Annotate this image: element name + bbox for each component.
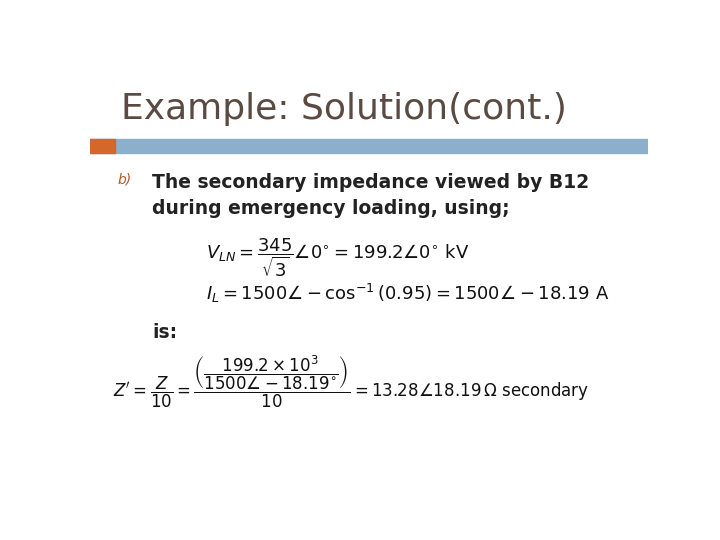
Text: b): b) xyxy=(117,173,131,187)
Text: $V_{LN} = \dfrac{345}{\sqrt{3}}\angle 0^{\circ} = 199.2\angle 0^{\circ}\ \mathrm: $V_{LN} = \dfrac{345}{\sqrt{3}}\angle 0^… xyxy=(206,236,469,279)
Text: The secondary impedance viewed by B12: The secondary impedance viewed by B12 xyxy=(152,173,589,192)
Bar xyxy=(90,139,648,153)
Text: Example: Solution(cont.): Example: Solution(cont.) xyxy=(121,92,567,126)
Text: $Z' = \dfrac{Z}{10} = \dfrac{\left(\dfrac{199.2 \times 10^{3}}{1500\angle -18.19: $Z' = \dfrac{Z}{10} = \dfrac{\left(\dfra… xyxy=(113,354,590,410)
Bar xyxy=(90,139,115,153)
Text: is:: is: xyxy=(152,323,177,342)
Text: during emergency loading, using;: during emergency loading, using; xyxy=(152,199,510,218)
Text: $I_{L} = 1500\angle -\cos^{-1}(0.95) = 1500\angle -18.19\ \mathrm{A}$: $I_{L} = 1500\angle -\cos^{-1}(0.95) = 1… xyxy=(206,282,610,305)
